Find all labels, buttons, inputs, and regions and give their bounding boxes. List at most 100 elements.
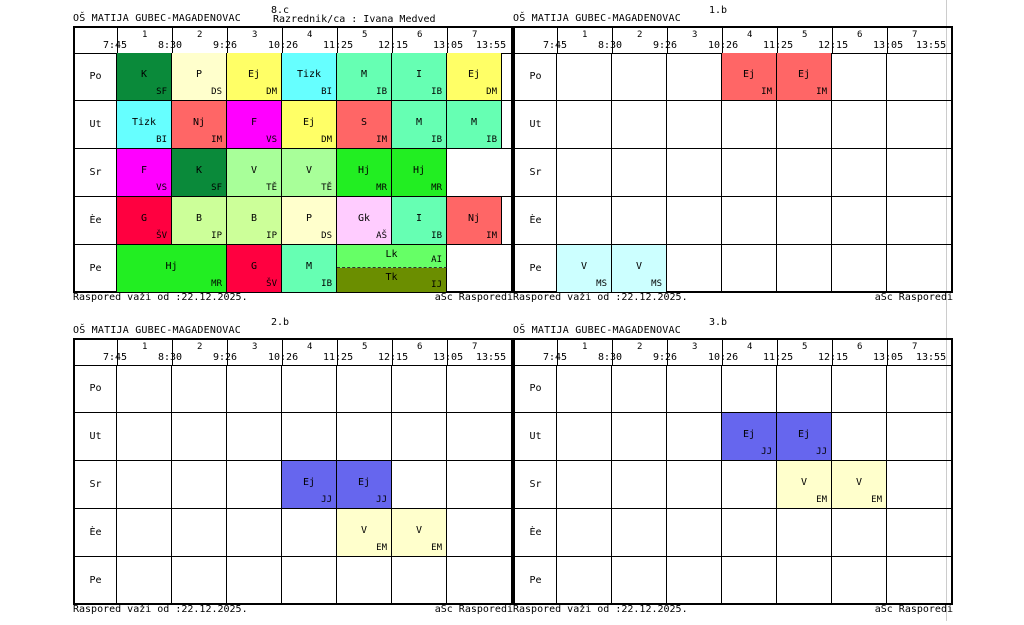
lesson-block[interactable]: Ej JJ (337, 461, 392, 508)
lesson-block[interactable]: Nj IM (172, 101, 227, 148)
lesson-block[interactable]: F VS (227, 101, 282, 148)
lesson-block[interactable]: I IB (392, 197, 447, 244)
lesson-teacher: IJ (431, 280, 442, 290)
lesson-subject: I (415, 213, 423, 224)
lesson-block[interactable]: I IB (392, 53, 447, 100)
lesson-block[interactable]: V MS (612, 245, 667, 292)
timetable-cell (722, 461, 777, 508)
day-row: Sr (515, 149, 951, 197)
timetable-cell (832, 413, 887, 460)
period-header-cell: 5 (777, 28, 832, 53)
timetable-cell (117, 461, 172, 508)
lesson-block[interactable]: Nj IM (447, 197, 502, 244)
timetable-cell (172, 413, 227, 460)
lesson-teacher: ŠV (156, 231, 167, 241)
timetable-cell (447, 149, 502, 196)
lesson-subject: V (415, 525, 423, 536)
period-header-cell: 3 (667, 340, 722, 365)
lesson-subject: Tizk (131, 117, 157, 128)
lesson-block[interactable]: F VS (117, 149, 172, 196)
lesson-block[interactable]: Hj MR (392, 149, 447, 196)
class-name: 3.b (709, 317, 728, 328)
period-header-cell: 6 (392, 340, 447, 365)
lesson-block[interactable]: V EM (337, 509, 392, 556)
lesson-block[interactable]: V EM (392, 509, 447, 556)
timetable-cell (612, 461, 667, 508)
period-header-cell: 6 (832, 28, 887, 53)
lesson-block[interactable]: K SF (117, 53, 172, 100)
lesson-block[interactable]: Lk AI (337, 245, 447, 268)
lesson-block[interactable]: Ej IM (722, 53, 777, 100)
period-header-cell: 5 (337, 28, 392, 53)
lesson-block[interactable]: S IM (337, 101, 392, 148)
lesson-block[interactable]: P DS (282, 197, 337, 244)
lesson-subject: M (305, 261, 313, 272)
lesson-block[interactable]: M IB (447, 101, 502, 148)
lesson-block[interactable]: M IB (392, 101, 447, 148)
timetable-cell (172, 461, 227, 508)
lesson-block[interactable]: K SF (172, 149, 227, 196)
lesson-teacher: AI (431, 255, 442, 265)
timetable-cell (392, 461, 447, 508)
timetable-cell (117, 509, 172, 556)
lesson-block[interactable]: V EM (777, 461, 832, 508)
lesson-block[interactable]: V EM (832, 461, 887, 508)
period-number: 1 (142, 30, 148, 40)
lesson-block[interactable]: Ej DM (282, 101, 337, 148)
lesson-block[interactable]: Ej DM (227, 53, 282, 100)
timetable-cell (667, 197, 722, 244)
period-number: 3 (692, 30, 698, 40)
lesson-block[interactable]: Tk IJ (337, 268, 447, 292)
lesson-block[interactable]: M IB (282, 245, 337, 292)
timetable-cell (887, 53, 942, 100)
timetable-cell (887, 509, 942, 556)
lesson-block[interactable]: Ej JJ (722, 413, 777, 460)
period-number: 1 (582, 30, 588, 40)
period-time: 13:55 (916, 40, 947, 51)
lesson-block[interactable]: V TĚ (227, 149, 282, 196)
lesson-block[interactable]: Hj MR (117, 245, 227, 292)
lesson-subject: Hj (165, 261, 178, 272)
period-time: 10:26 (268, 40, 299, 51)
period-header-cell: 1 (557, 340, 612, 365)
period-number: 4 (747, 342, 753, 352)
timetable-cell (557, 509, 612, 556)
lesson-block[interactable]: Tizk BI (117, 101, 172, 148)
lesson-block[interactable]: G ŠV (117, 197, 172, 244)
lesson-teacher: JJ (321, 495, 332, 505)
lesson-block[interactable]: V MS (557, 245, 612, 292)
lesson-block[interactable]: Ej JJ (282, 461, 337, 508)
lesson-block[interactable]: V TĚ (282, 149, 337, 196)
lesson-block[interactable]: Ej IM (777, 53, 832, 100)
lesson-block[interactable]: M IB (337, 53, 392, 100)
lesson-block[interactable]: B IP (227, 197, 282, 244)
period-header-cell: 3 (667, 28, 722, 53)
lesson-block[interactable]: P DS (172, 53, 227, 100)
timetable-panel-1b: OŠ MATIJA GUBEC-MAGADENOVAC 1.b 1 2 3 4 5 6 7 7:4… (513, 5, 953, 313)
lesson-block[interactable]: Ej JJ (777, 413, 832, 460)
lesson-block[interactable]: Hj MR (337, 149, 392, 196)
lesson-block[interactable]: Ej DM (447, 53, 502, 100)
lesson-block[interactable]: Gk AŠ (337, 197, 392, 244)
timetable-cell (612, 101, 667, 148)
lesson-subject: Ej (742, 429, 756, 440)
lesson-subject: V (305, 165, 313, 176)
period-time: 10:26 (708, 352, 739, 363)
period-number: 4 (307, 342, 313, 352)
lesson-teacher: DM (266, 87, 277, 97)
school-name: OŠ MATIJA GUBEC-MAGADENOVAC (513, 325, 681, 336)
lesson-teacher: EM (431, 543, 442, 553)
day-label: Po (75, 53, 117, 100)
lesson-block[interactable]: B IP (172, 197, 227, 244)
day-label: Po (515, 365, 557, 412)
period-time: 8:30 (158, 352, 183, 363)
lesson-teacher: MS (596, 279, 607, 289)
timetable-cell (557, 413, 612, 460)
lesson-teacher: SF (211, 183, 222, 193)
timetable-cell (722, 245, 777, 292)
lesson-block[interactable]: Tizk BI (282, 53, 337, 100)
timetable-cell (722, 365, 777, 412)
period-header-cell: 1 (117, 28, 172, 53)
school-name: OŠ MATIJA GUBEC-MAGADENOVAC (73, 325, 241, 336)
lesson-block[interactable]: G ŠV (227, 245, 282, 292)
